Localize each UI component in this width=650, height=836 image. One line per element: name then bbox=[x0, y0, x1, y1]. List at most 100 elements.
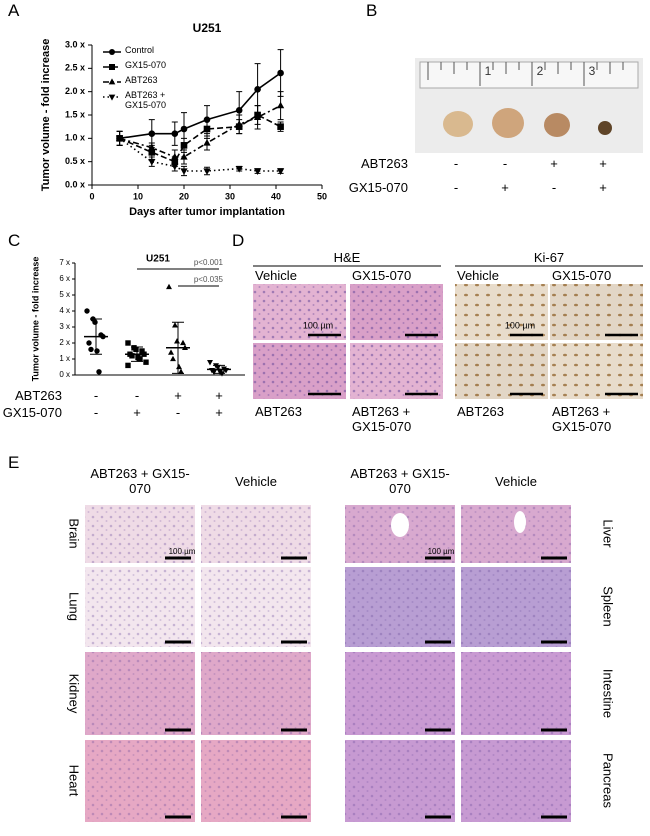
tumor bbox=[544, 113, 570, 137]
data-point bbox=[178, 368, 184, 374]
data-point bbox=[176, 363, 182, 370]
ruler-number: 2 bbox=[537, 64, 544, 78]
y-tick-label: 2.0 x bbox=[65, 86, 85, 96]
x-tick-label: 40 bbox=[271, 191, 281, 201]
data-point bbox=[180, 142, 188, 149]
tissue-label: Lung bbox=[66, 592, 82, 621]
micrograph-texture bbox=[350, 284, 443, 340]
treatment-label: GX15-070 bbox=[2, 405, 62, 420]
data-point bbox=[170, 355, 176, 362]
y-axis-label: Tumor volume - fold increase bbox=[40, 39, 52, 192]
data-point bbox=[277, 69, 284, 77]
treatment-sign: - bbox=[93, 405, 99, 420]
y-tick-label: 6 x bbox=[59, 274, 70, 283]
tissue-texture bbox=[345, 652, 455, 735]
sd-bar bbox=[131, 346, 143, 362]
y-tick-label: 0.0 x bbox=[65, 179, 85, 189]
panel-label: E bbox=[8, 453, 20, 472]
x-tick-label: 20 bbox=[179, 191, 189, 201]
treatment-sign: - bbox=[453, 180, 459, 195]
series-line bbox=[119, 104, 281, 158]
data-point bbox=[94, 348, 100, 354]
data-point bbox=[211, 369, 217, 376]
treatment-label: GX15-070 bbox=[348, 180, 408, 195]
data-point bbox=[180, 168, 188, 175]
data-point bbox=[253, 168, 262, 175]
y-tick-label: 5 x bbox=[59, 290, 70, 299]
data-point bbox=[235, 120, 243, 127]
row-label: ABT263 bbox=[457, 404, 504, 419]
scale-bar-label: 100 µm bbox=[428, 547, 455, 556]
column-label: Vehicle bbox=[255, 268, 297, 283]
data-point bbox=[96, 369, 102, 375]
data-point bbox=[139, 348, 145, 354]
treatment-sign: - bbox=[134, 388, 140, 403]
y-tick-label: 0 x bbox=[59, 370, 70, 379]
data-point bbox=[254, 86, 261, 93]
micrograph-texture bbox=[455, 343, 548, 399]
data-point bbox=[276, 168, 285, 175]
data-point bbox=[180, 339, 186, 346]
treatment-sign: + bbox=[599, 180, 607, 195]
y-tick-label: 3 x bbox=[59, 322, 70, 331]
sd-bar bbox=[172, 321, 184, 374]
vessel bbox=[391, 513, 409, 537]
data-point bbox=[235, 107, 243, 114]
treatment-sign: - bbox=[93, 388, 99, 403]
y-tick-label: 7 x bbox=[59, 258, 70, 267]
tissue-texture bbox=[345, 740, 455, 822]
data-point bbox=[219, 371, 225, 377]
x-tick-label: 30 bbox=[225, 191, 235, 201]
data-point bbox=[133, 346, 139, 353]
row-label: ABT263 + GX15-070 bbox=[552, 404, 612, 434]
treatment-sign: + bbox=[174, 388, 182, 403]
legend-marker bbox=[109, 64, 115, 70]
data-point bbox=[168, 349, 174, 355]
tissue-texture bbox=[85, 505, 195, 563]
column-label: Vehicle bbox=[235, 474, 277, 489]
ruler-number: 3 bbox=[589, 64, 596, 78]
column-label: GX15-070 bbox=[352, 268, 412, 283]
treatment-sign: - bbox=[175, 405, 181, 420]
tumor bbox=[598, 121, 612, 135]
data-point bbox=[207, 360, 213, 366]
data-point bbox=[86, 340, 92, 346]
tissue-texture bbox=[461, 505, 571, 563]
x-tick-label: 10 bbox=[133, 191, 143, 201]
treatment-sign: - bbox=[551, 180, 557, 195]
data-point bbox=[277, 123, 284, 130]
p-value: p<0.001 bbox=[194, 258, 224, 267]
legend-label: ABT263 bbox=[125, 75, 158, 85]
column-label: Vehicle bbox=[457, 268, 499, 283]
y-tick-label: 1.0 x bbox=[65, 133, 85, 143]
data-point bbox=[92, 319, 98, 325]
y-tick-label: 0.5 x bbox=[65, 156, 85, 166]
treatment-sign: - bbox=[502, 156, 508, 171]
tissue-texture bbox=[461, 567, 571, 647]
panel-label: C bbox=[8, 231, 21, 250]
tissue-texture bbox=[201, 567, 311, 647]
data-point bbox=[88, 346, 94, 353]
data-point bbox=[235, 166, 243, 173]
data-point bbox=[115, 135, 124, 143]
scale-bar-label: 100 µm bbox=[505, 320, 535, 330]
tissue-label: Intestine bbox=[600, 668, 616, 718]
sd-bar bbox=[213, 364, 225, 374]
data-point bbox=[125, 362, 131, 369]
series-line bbox=[119, 72, 282, 140]
data-point bbox=[253, 113, 262, 120]
tissue-texture bbox=[85, 652, 195, 735]
data-point bbox=[171, 153, 179, 160]
scale-bar-label: 100 µm bbox=[169, 547, 196, 556]
tissue-texture bbox=[461, 652, 571, 735]
tissue-label: Heart bbox=[66, 764, 82, 797]
micrograph-texture bbox=[550, 343, 643, 399]
stain-title: H&E bbox=[333, 250, 361, 265]
y-tick-label: 2 x bbox=[59, 338, 70, 347]
tumor bbox=[443, 111, 473, 137]
column-label: ABT263 + GX15-070 bbox=[350, 466, 450, 496]
data-point bbox=[148, 143, 156, 151]
data-point bbox=[203, 125, 211, 133]
x-tick-label: 50 bbox=[317, 191, 327, 201]
